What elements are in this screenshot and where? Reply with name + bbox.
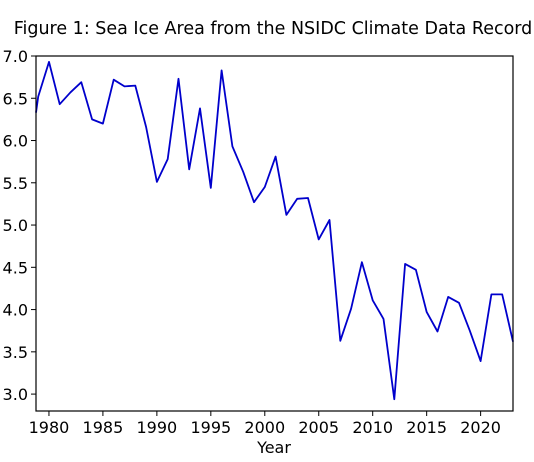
plot-area (35, 55, 514, 412)
y-tick-label: 6.0 (3, 132, 28, 151)
x-tick-label: 1980 (29, 418, 70, 437)
chart-title: Figure 1: Sea Ice Area from the NSIDC Cl… (14, 19, 533, 39)
y-tick-label: 3.0 (3, 385, 28, 404)
series-line-sea-ice-area (35, 61, 514, 401)
x-axis: 1980 1985 1990 1995 2000 2005 2010 2015 2020 (29, 411, 501, 437)
x-tick-label: 1995 (190, 418, 231, 437)
x-axis-label: Year (256, 438, 291, 457)
y-tick-label: 5.0 (3, 216, 28, 235)
x-tick-label: 2015 (406, 418, 447, 437)
y-tick-label: 3.5 (3, 343, 28, 362)
y-tick-label: 5.5 (3, 174, 28, 193)
x-tick-label: 1985 (83, 418, 124, 437)
y-axis: 3.0 3.5 4.0 4.5 5.0 5.5 6.0 6.5 7.0 (3, 47, 36, 404)
x-tick-label: 2005 (298, 418, 339, 437)
y-tick-label: 4.0 (3, 301, 28, 320)
plot-frame (35, 55, 514, 412)
x-tick-label: 2020 (460, 418, 501, 437)
x-tick-label: 2010 (352, 418, 393, 437)
x-tick-label: 1990 (137, 418, 178, 437)
y-tick-label: 4.5 (3, 258, 28, 277)
y-tick-label: 6.5 (3, 89, 28, 108)
y-tick-label: 7.0 (3, 47, 28, 66)
x-tick-label: 2000 (244, 418, 285, 437)
